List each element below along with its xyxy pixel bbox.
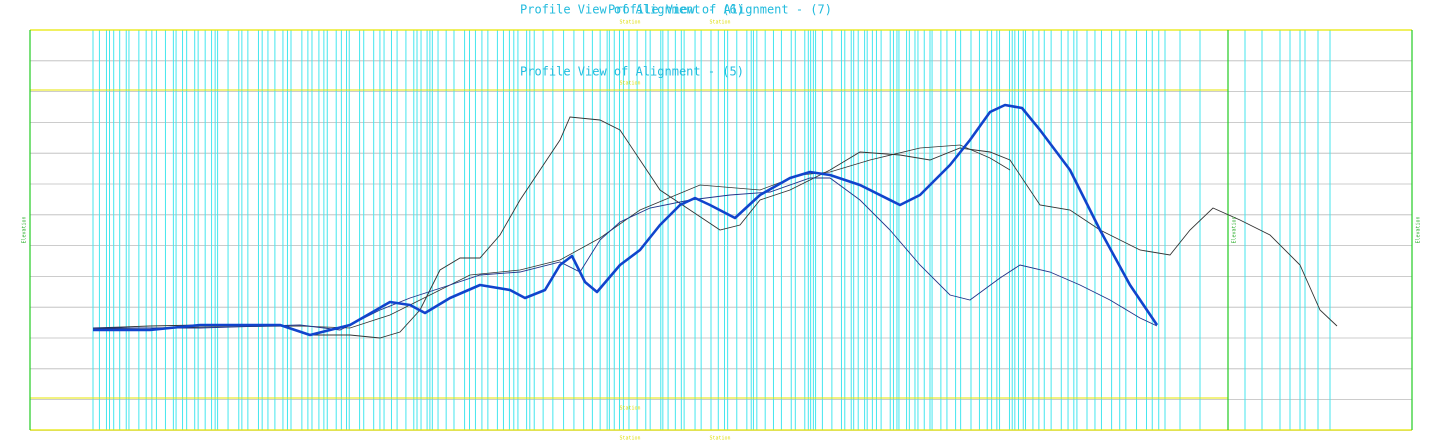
- design-profile-thin: [93, 177, 1158, 331]
- title: Profile View of Alignment - (6): [520, 3, 744, 17]
- profiles: [92, 103, 1338, 339]
- axis-label: Elevation: [1232, 216, 1238, 243]
- axis-label: Station: [709, 436, 730, 442]
- axis-label: Elevation: [22, 216, 28, 243]
- axis-label: Elevation: [1416, 216, 1422, 243]
- axis-label: Station: [619, 20, 640, 26]
- title: Profile View of Alignment - (7): [608, 3, 832, 17]
- title: Profile View of Alignment - (5): [520, 65, 744, 79]
- axis-label: Station: [709, 20, 730, 26]
- axis-label: Station: [619, 81, 640, 87]
- axis-label: Station: [619, 436, 640, 442]
- ground-profile-2: [92, 144, 1011, 330]
- frame: [29, 29, 1413, 431]
- axis-label: Station: [619, 406, 640, 412]
- design-profile: [93, 103, 1159, 337]
- station-lines: [92, 30, 1331, 430]
- ground-profile: [92, 116, 1338, 339]
